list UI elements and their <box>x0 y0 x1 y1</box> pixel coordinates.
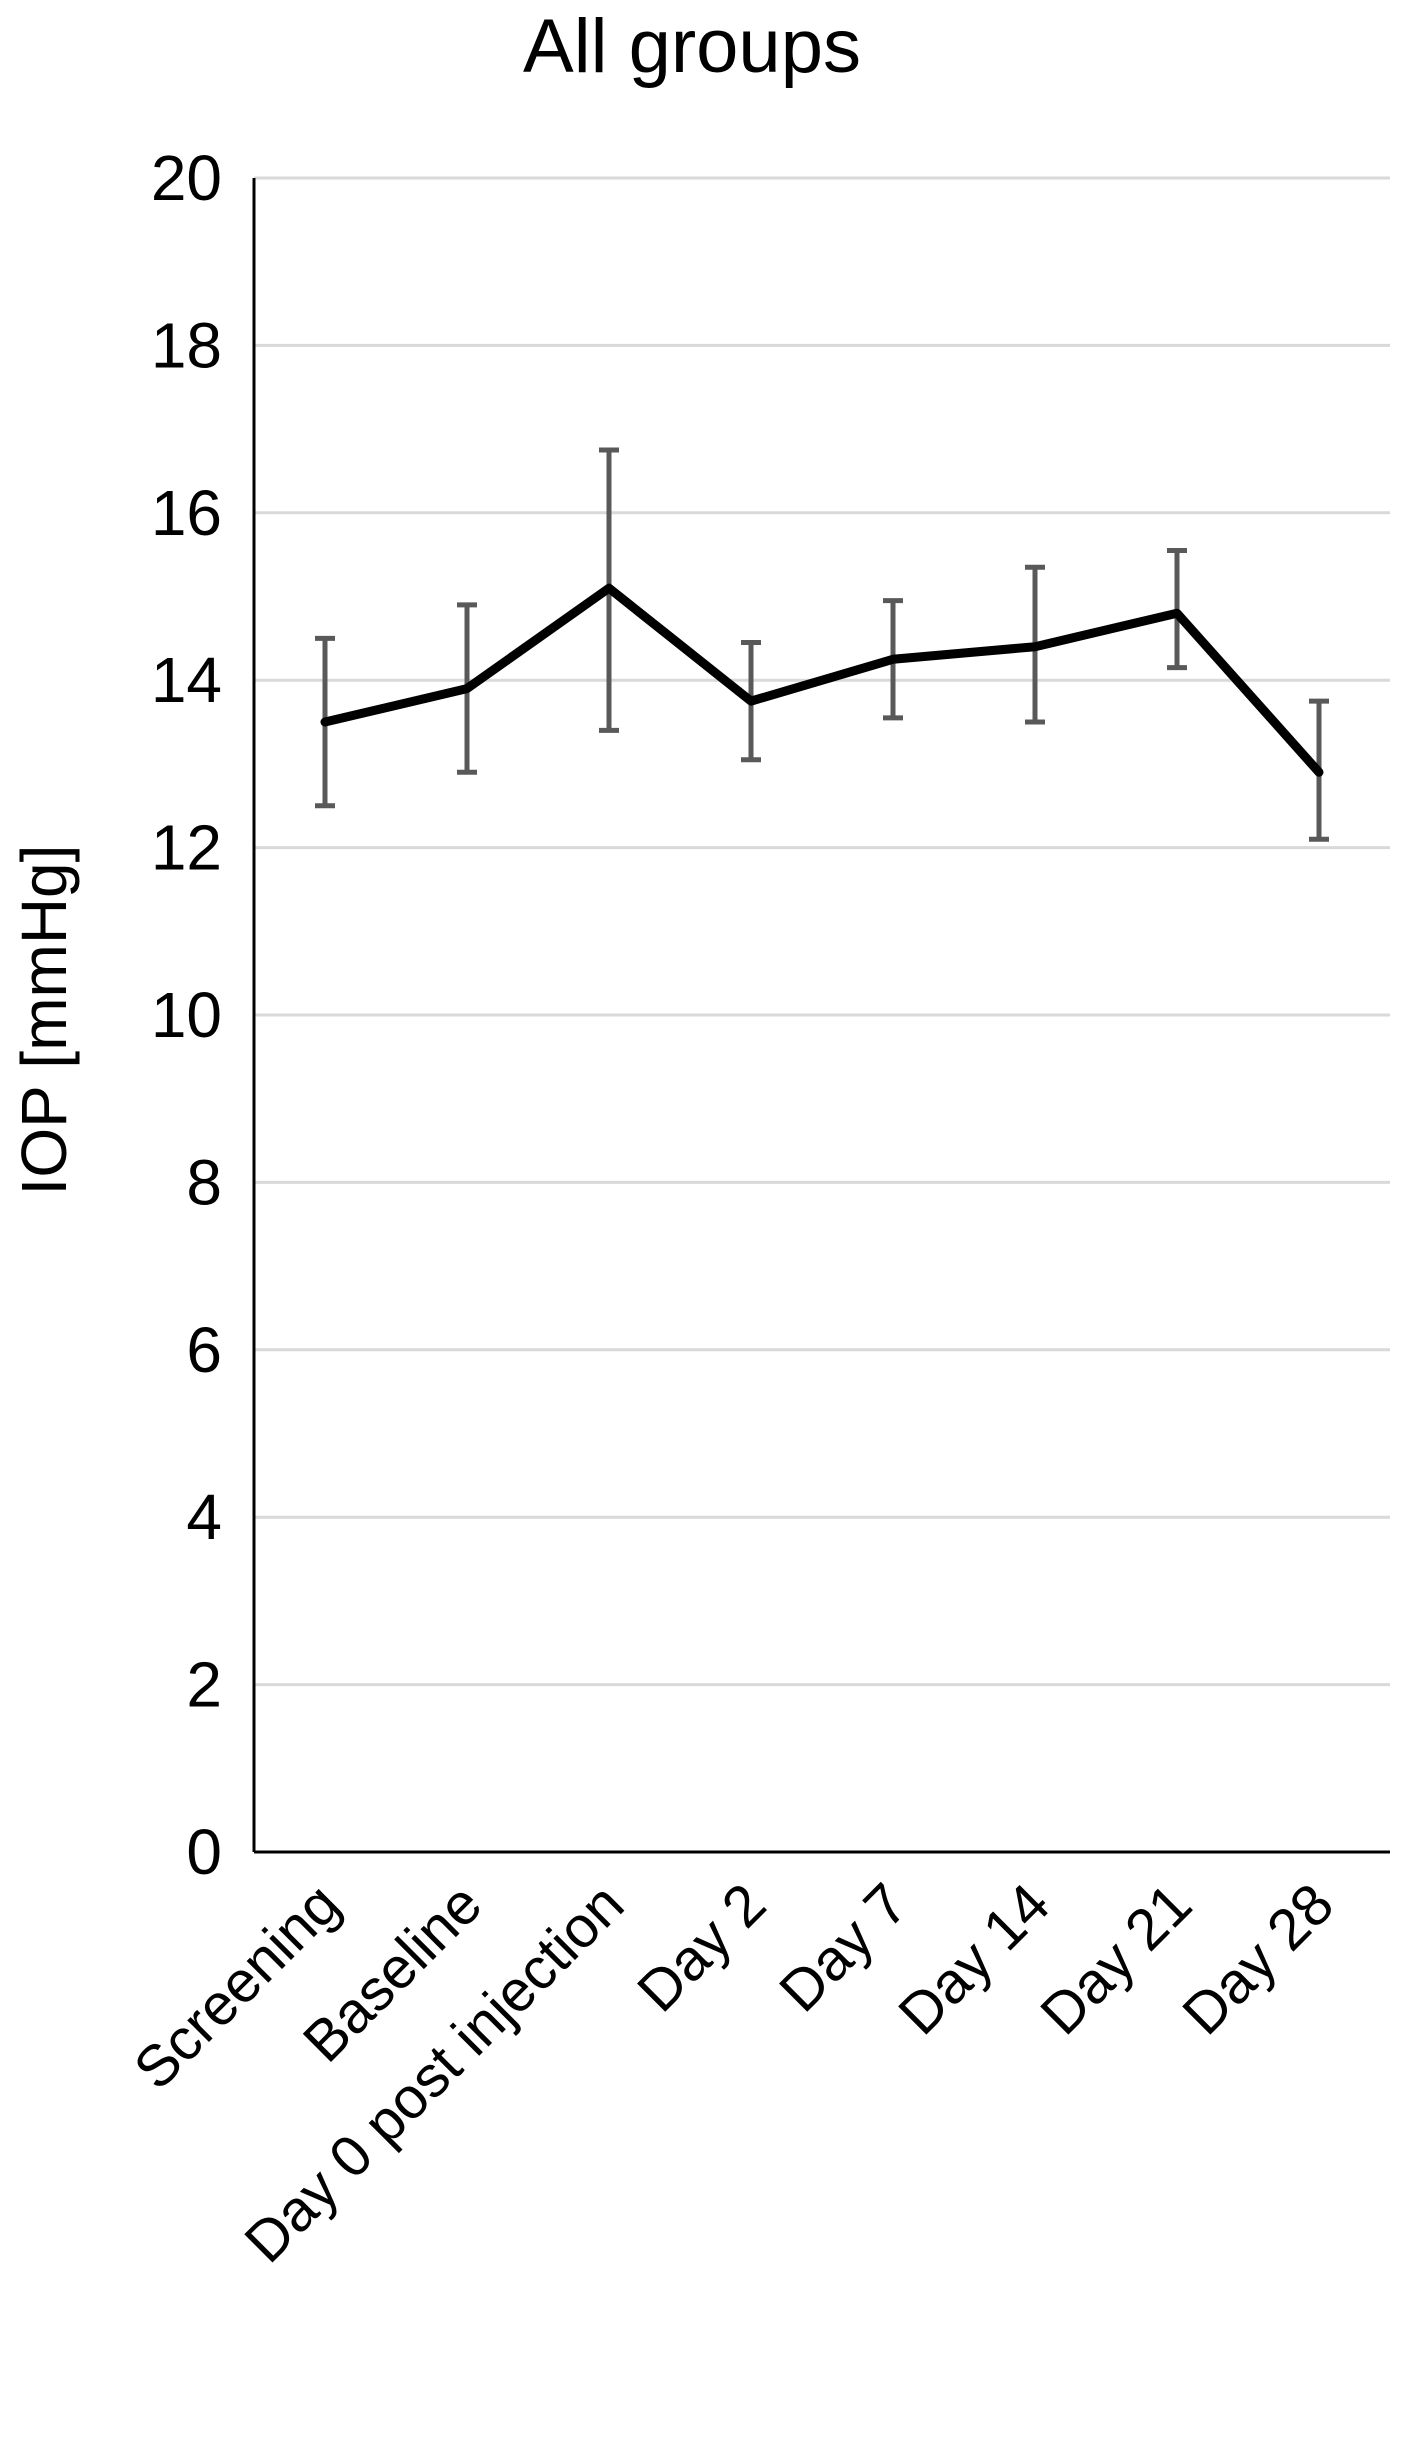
x-tick-label: Day 21 <box>1028 1871 1204 2047</box>
x-tick-label: Day 2 <box>625 1871 778 2024</box>
y-tick-label-6: 6 <box>186 1314 222 1386</box>
data-point <box>1034 645 1036 648</box>
x-tick-label: Day 28 <box>1170 1871 1346 2047</box>
data-point <box>1318 771 1320 774</box>
y-tick-label-14: 14 <box>151 644 222 716</box>
data-point <box>750 700 752 703</box>
data-point <box>608 587 610 590</box>
x-tick-label: Screening <box>122 1871 353 2102</box>
axes <box>252 178 1390 1854</box>
data-point <box>892 658 894 661</box>
series-line <box>320 583 1324 777</box>
data-point <box>324 721 326 724</box>
y-tick-label-18: 18 <box>151 309 222 381</box>
gridlines <box>254 176 1390 1687</box>
chart-title: All groups <box>523 4 861 89</box>
data-point <box>466 687 468 690</box>
error-bars <box>315 447 1329 842</box>
y-tick-label-0: 0 <box>186 1816 222 1888</box>
y-tick-label-20: 20 <box>151 142 222 214</box>
y-axis-label: IOP [mmHg] <box>8 845 80 1196</box>
x-tick-label: Day 14 <box>886 1871 1062 2047</box>
y-tick-label-2: 2 <box>186 1649 222 1721</box>
data-point <box>1176 612 1178 615</box>
y-tick-label-8: 8 <box>186 1146 222 1218</box>
series-group <box>320 583 1324 777</box>
y-tick-label-10: 10 <box>151 979 222 1051</box>
y-tick-label-16: 16 <box>151 477 222 549</box>
y-tick-label-12: 12 <box>151 812 222 884</box>
y-tick-label-4: 4 <box>186 1481 222 1553</box>
y-axis-ticks: 0 2 4 6 8 10 12 14 16 18 20 <box>151 142 222 1888</box>
